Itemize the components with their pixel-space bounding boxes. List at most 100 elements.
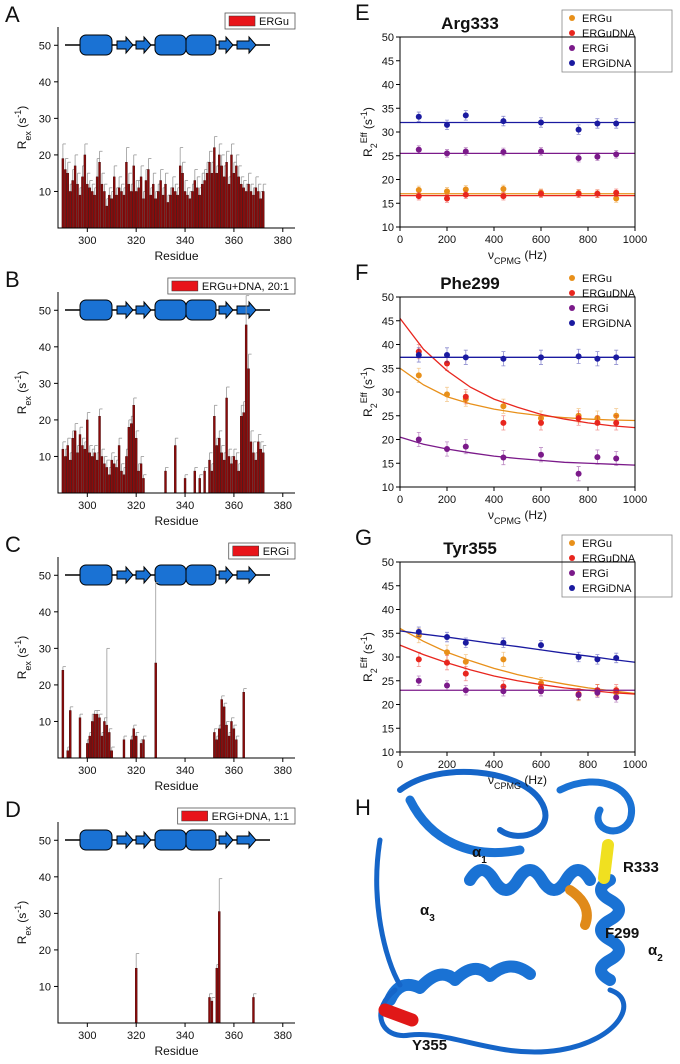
bar bbox=[193, 470, 197, 494]
x-tick-label: 320 bbox=[127, 765, 145, 777]
data-point bbox=[500, 193, 507, 200]
bar bbox=[93, 452, 96, 494]
x-tick-label: 320 bbox=[127, 500, 145, 512]
bar bbox=[100, 456, 104, 494]
y-axis-label: R2Eff (s-1) bbox=[359, 107, 379, 157]
y-tick-label: 20 bbox=[382, 700, 394, 712]
y-tick-label: 50 bbox=[39, 835, 51, 847]
bar bbox=[71, 437, 74, 494]
bar bbox=[225, 724, 228, 759]
x-axis-label-part: ν bbox=[488, 508, 494, 522]
x-tick-label: 360 bbox=[225, 235, 243, 247]
data-point bbox=[462, 112, 469, 119]
data-point bbox=[444, 195, 450, 202]
y-tick-label: 20 bbox=[39, 680, 51, 692]
legend-label: ERGu bbox=[259, 16, 289, 28]
x-axis-label: Residue bbox=[154, 779, 198, 793]
y-axis-label-part: R bbox=[15, 670, 29, 679]
bar bbox=[73, 430, 77, 494]
y-axis-label-part: R bbox=[361, 673, 375, 682]
y-tick-label: 25 bbox=[382, 676, 394, 688]
x-tick-label: 400 bbox=[485, 759, 503, 771]
bar bbox=[127, 427, 131, 494]
legend-marker bbox=[569, 305, 575, 311]
legend-marker bbox=[569, 555, 575, 561]
y-axis-label-part: Eff bbox=[359, 132, 369, 143]
bar bbox=[218, 437, 221, 494]
bar bbox=[210, 1000, 214, 1024]
y-axis-label-part: ) bbox=[15, 636, 29, 640]
bar bbox=[220, 165, 223, 229]
bar bbox=[113, 176, 116, 229]
bar bbox=[247, 183, 250, 229]
data-point bbox=[594, 454, 601, 461]
data-point bbox=[462, 658, 469, 665]
bar bbox=[159, 180, 162, 229]
bar bbox=[113, 463, 116, 494]
y-tick-label: 40 bbox=[382, 340, 394, 352]
bar bbox=[200, 183, 204, 229]
legend-label: ERGiDNA bbox=[582, 318, 632, 330]
ribbon bbox=[397, 768, 549, 839]
bar bbox=[132, 165, 135, 229]
data-point bbox=[538, 148, 544, 155]
bar bbox=[139, 176, 143, 229]
data-point bbox=[538, 451, 544, 458]
data-point bbox=[444, 391, 450, 398]
bar bbox=[93, 713, 96, 759]
y-axis-label-part: Eff bbox=[359, 392, 369, 403]
strand-arrow bbox=[218, 830, 234, 850]
bar bbox=[203, 180, 206, 229]
y-axis-label-part: 2 bbox=[369, 143, 379, 148]
y-tick-label: 50 bbox=[382, 292, 394, 304]
bar bbox=[86, 419, 89, 494]
highlight-f299 bbox=[565, 885, 592, 930]
legend-marker bbox=[569, 290, 575, 296]
bar bbox=[244, 324, 248, 494]
bar bbox=[100, 735, 104, 759]
y-axis-label-part: -1 bbox=[13, 375, 23, 383]
x-tick-label: 380 bbox=[274, 500, 292, 512]
data-point bbox=[575, 353, 582, 360]
legend-label: ERGi+DNA, 1:1 bbox=[212, 811, 289, 823]
bar bbox=[142, 198, 145, 229]
helix bbox=[384, 960, 536, 1006]
data-point bbox=[594, 153, 601, 160]
strand-arrow bbox=[236, 35, 257, 55]
bar bbox=[105, 724, 109, 759]
data-point bbox=[444, 351, 450, 358]
y-tick-label: 35 bbox=[382, 628, 394, 640]
bar bbox=[122, 474, 126, 494]
bar bbox=[232, 172, 236, 229]
bar bbox=[154, 662, 157, 759]
y-tick-label: 40 bbox=[382, 605, 394, 617]
bar bbox=[156, 191, 160, 229]
y-tick-label: 15 bbox=[382, 723, 394, 735]
helix-cylinder bbox=[79, 34, 113, 56]
y-tick-label: 20 bbox=[39, 945, 51, 957]
y-axis-label: Rex (s-1) bbox=[13, 106, 33, 150]
y-tick-label: 15 bbox=[382, 198, 394, 210]
bar bbox=[61, 158, 65, 229]
bar bbox=[230, 721, 233, 759]
y-tick-label: 10 bbox=[382, 222, 394, 234]
data-point bbox=[500, 118, 507, 125]
bar bbox=[142, 739, 145, 759]
bar bbox=[237, 176, 240, 229]
legend-label: ERGu bbox=[582, 538, 612, 550]
ribbon bbox=[405, 795, 525, 858]
y-axis-label-part: (s bbox=[361, 379, 375, 392]
bar bbox=[227, 735, 231, 759]
y-tick-label: 50 bbox=[39, 40, 51, 52]
bar bbox=[198, 478, 201, 494]
axes bbox=[57, 27, 295, 229]
x-tick-label: 300 bbox=[78, 765, 96, 777]
y-axis-label-part: ) bbox=[15, 106, 29, 110]
bar bbox=[120, 470, 123, 494]
x-tick-label: 600 bbox=[532, 759, 550, 771]
legend-label: ERGi bbox=[582, 568, 608, 580]
y-axis-label: Rex (s-1) bbox=[13, 636, 33, 680]
bar bbox=[230, 463, 233, 494]
helix-cylinder bbox=[154, 829, 187, 851]
bar bbox=[108, 732, 111, 759]
